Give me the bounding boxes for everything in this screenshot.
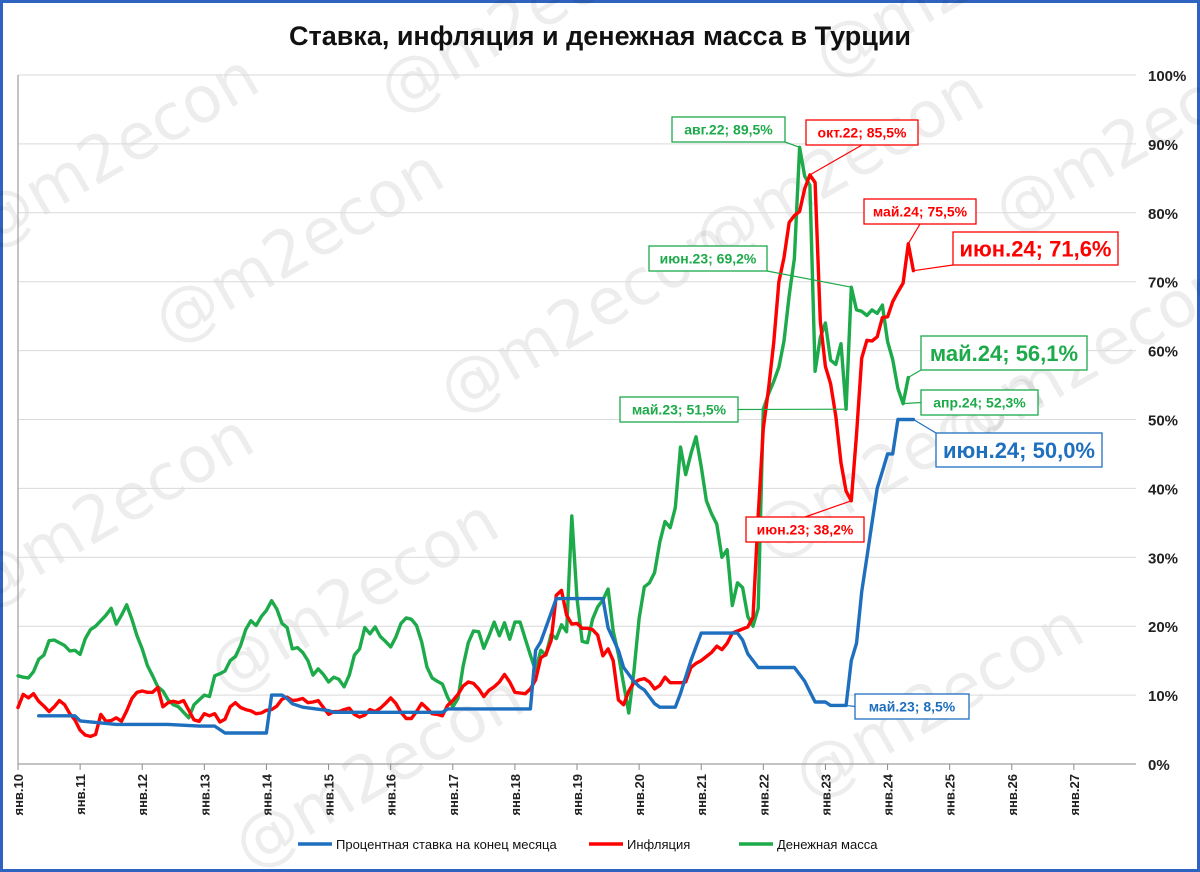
x-tick-label: янв.17	[446, 774, 461, 816]
data-label-2024-04-s2: апр.24; 52,3%	[933, 395, 1026, 411]
y-tick-label: 20%	[1148, 619, 1178, 636]
series-line-inflation	[16, 173, 916, 739]
callout-box	[745, 516, 865, 543]
callout-box	[619, 396, 739, 423]
x-tick-label: янв.14	[259, 773, 274, 815]
legend-label: Инфляция	[627, 837, 690, 852]
legend-label: Денежная масса	[777, 837, 878, 852]
x-tick-label: янв.11	[73, 774, 88, 815]
watermark-text: @m2econ	[196, 484, 511, 709]
callout-leader	[913, 418, 937, 434]
series-line-rate	[37, 417, 916, 735]
y-tick-label: 30%	[1148, 550, 1178, 567]
x-tick-label: янв.26	[1005, 774, 1020, 816]
x-tick-label: янв.23	[818, 774, 833, 816]
y-tick-label: 100%	[1148, 68, 1186, 85]
callout-leader	[907, 223, 921, 245]
data-label-2024-06-s1: июн.24; 71,6%	[959, 237, 1111, 262]
callout-leader	[903, 401, 922, 405]
x-tick-label: янв.22	[756, 774, 771, 816]
callout-box	[920, 335, 1088, 371]
x-tick-label: янв.18	[508, 774, 523, 816]
data-labels: авг.22; 89,5% окт.22; 85,5% май.24; 75,5% и…	[619, 116, 1119, 720]
callout-box	[854, 693, 970, 720]
data-label-2024-05-s2: май.24; 56,1%	[930, 341, 1078, 366]
legend: Процентная ставка на конец месяца Инфляци…	[298, 837, 878, 852]
data-label-2023-06-s2: июн.23; 69,2%	[660, 251, 757, 267]
watermark-text: @m2econ	[0, 399, 266, 624]
callout-leader	[913, 264, 954, 272]
y-tick-label: 40%	[1148, 481, 1178, 498]
data-label-2023-05-s2: май.23; 51,5%	[632, 402, 727, 418]
callout-box	[863, 198, 977, 225]
callout-leader	[766, 270, 852, 288]
callout-leader	[804, 500, 852, 518]
x-tick-label: янв.16	[384, 774, 399, 816]
y-tick-label: 70%	[1148, 275, 1178, 292]
x-tick-label: янв.12	[135, 774, 150, 816]
watermark-text: @m2econ	[366, 0, 681, 129]
x-tick-label: янв.10	[11, 774, 26, 816]
callout-leader	[846, 704, 856, 708]
y-tick-label: 10%	[1148, 688, 1178, 705]
callout-leader	[809, 144, 863, 176]
legend-label: Процентная ставка на конец месяца	[336, 837, 557, 852]
y-tick-label: 80%	[1148, 206, 1178, 223]
x-tick-label: янв.21	[694, 774, 709, 816]
callout-box	[671, 116, 786, 143]
x-axis-ticks: янв.10 янв.11 янв.12 янв.13 янв.14 янв.15 янв.…	[11, 764, 1082, 816]
callout-box	[935, 432, 1103, 468]
data-label-2023-06-s1: июн.23; 38,2%	[757, 522, 854, 538]
watermark-text: @m2econ	[141, 134, 456, 359]
chart-title: Ставка, инфляция и денежная масса в Турц…	[288, 21, 912, 51]
callout-box	[920, 389, 1039, 416]
y-axis-ticks: 0% 10% 20% 30% 40% 50% 60% 70% 80% 90% 100%	[1148, 68, 1186, 774]
data-label-2024-06-s0: июн.24; 50,0%	[943, 438, 1095, 463]
y-tick-label: 60%	[1148, 344, 1178, 361]
x-tick-label: янв.13	[197, 774, 212, 816]
x-tick-label: янв.20	[632, 774, 647, 816]
data-label-2024-05-s1: май.24; 75,5%	[873, 204, 968, 220]
x-tick-label: янв.19	[570, 774, 585, 816]
y-tick-label: 0%	[1148, 757, 1170, 774]
x-tick-label: янв.27	[1067, 774, 1082, 816]
callout-box	[648, 245, 768, 272]
data-label-2023-05-s0: май.23; 8,5%	[869, 699, 956, 715]
watermark-text: @m2econ	[0, 39, 271, 264]
callout-leader	[907, 369, 922, 378]
y-tick-label: 50%	[1148, 413, 1178, 430]
y-tick-label: 90%	[1148, 137, 1178, 154]
callout-box	[805, 119, 919, 146]
data-label-2022-08-s2: авг.22; 89,5%	[684, 122, 773, 138]
x-tick-label: янв.15	[322, 774, 337, 816]
callout-leader	[784, 141, 800, 148]
x-tick-label: янв.24	[881, 773, 896, 815]
x-tick-label: янв.25	[943, 774, 958, 816]
data-label-2022-10-s1: окт.22; 85,5%	[818, 125, 907, 141]
callout-box	[952, 231, 1119, 266]
